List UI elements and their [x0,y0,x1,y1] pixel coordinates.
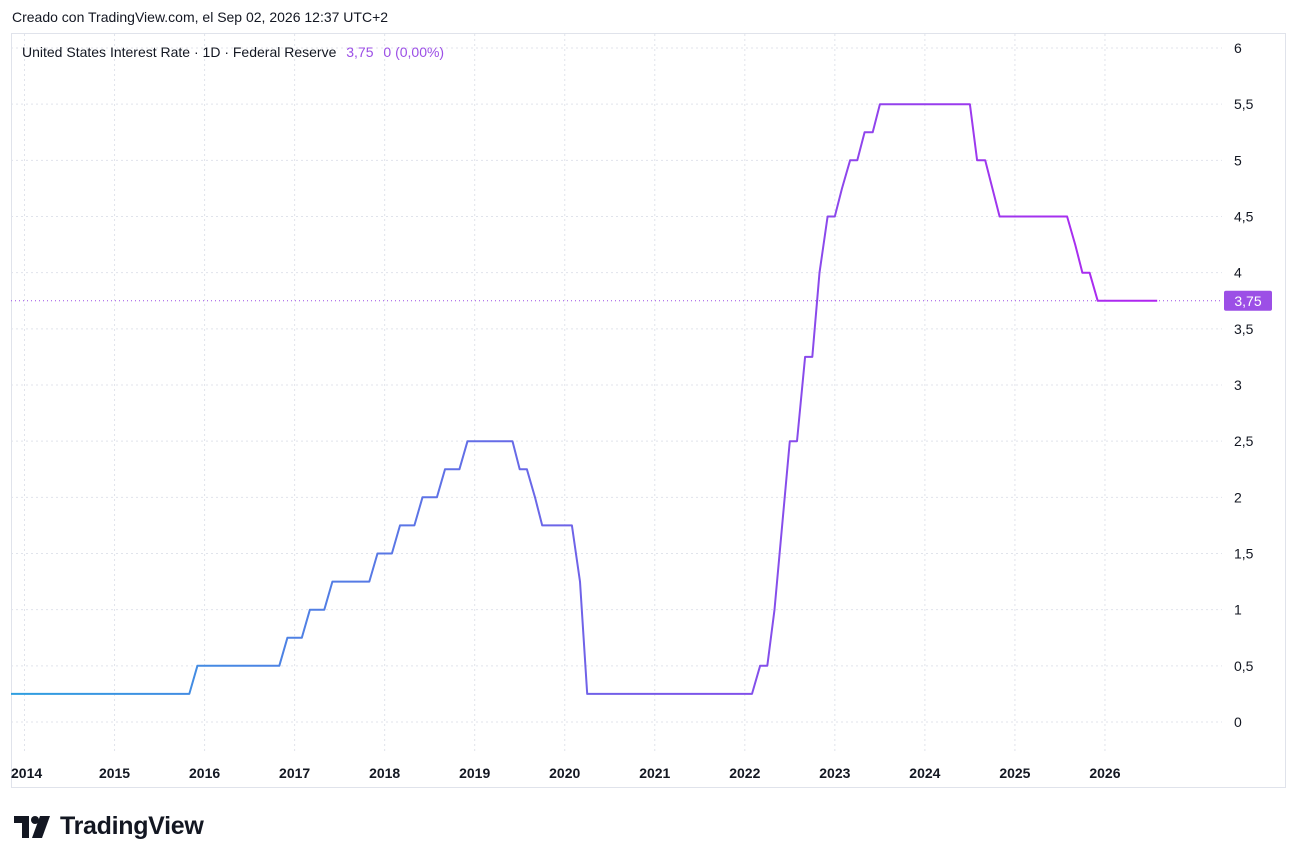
y-tick-label: 5 [1234,152,1242,168]
interest-rate-line[interactable] [11,103,1158,695]
y-tick-label: 1,5 [1234,546,1254,562]
legend-value: 3,75 [346,44,374,60]
tradingview-logo-icon [14,815,50,838]
x-tick-label: 2023 [819,765,850,781]
chart-frame [11,33,1286,788]
y-tick-label: 3,5 [1234,321,1254,337]
x-tick-label: 2021 [639,765,670,781]
x-tick-label: 2018 [369,765,400,781]
y-tick-label: 4 [1234,265,1242,281]
x-tick-label: 2016 [189,765,220,781]
x-tick-label: 2019 [459,765,490,781]
brand-name: TradingView [60,812,204,840]
legend-symbol: United States Interest Rate · 1D · Feder… [22,44,337,60]
x-tick-label: 2017 [279,765,310,781]
y-tick-label: 6 [1234,40,1242,56]
chart-caption: Creado con TradingView.com, el Sep 02, 2… [12,9,389,25]
y-tick-label: 3 [1234,377,1242,393]
legend-change: 0 (0,00%) [383,44,445,60]
symbol-legend: United States Interest Rate · 1D · Feder… [22,44,444,60]
y-tick-label: 2 [1234,489,1242,505]
x-axis: 2014 2015 2016 2017 2018 2019 2020 2021 2022 2023… [11,765,1121,781]
y-tick-label: 0,5 [1234,658,1254,674]
x-tick-label: 2015 [99,765,130,781]
x-tick-label: 2024 [909,765,940,781]
last-price-tag-bg [1224,290,1272,311]
x-tick-label: 2026 [1089,765,1120,781]
x-tick-label: 2014 [11,765,42,781]
x-tick-label: 2025 [999,765,1030,781]
x-tick-label: 2022 [729,765,760,781]
y-tick-label: 5,5 [1234,96,1254,112]
y-tick-label: 4,5 [1234,209,1254,225]
y-tick-label: 2,5 [1234,433,1254,449]
last-price-tag: 3,75 [1224,290,1272,311]
y-tick-label: 1 [1234,602,1242,618]
chart-grid [11,34,1222,752]
last-price-tag-label: 3,75 [1234,293,1261,309]
y-axis: 0 0,5 1 1,5 2 2,5 3 3,5 4 4,5 5 5,5 6 [1234,40,1254,730]
y-tick-label: 0 [1234,714,1242,730]
x-tick-label: 2020 [549,765,580,781]
tradingview-brand: TradingView [14,812,204,841]
